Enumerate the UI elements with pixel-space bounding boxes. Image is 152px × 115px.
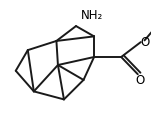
Text: O: O — [140, 36, 149, 49]
Text: NH₂: NH₂ — [81, 8, 104, 21]
Text: O: O — [135, 74, 145, 87]
